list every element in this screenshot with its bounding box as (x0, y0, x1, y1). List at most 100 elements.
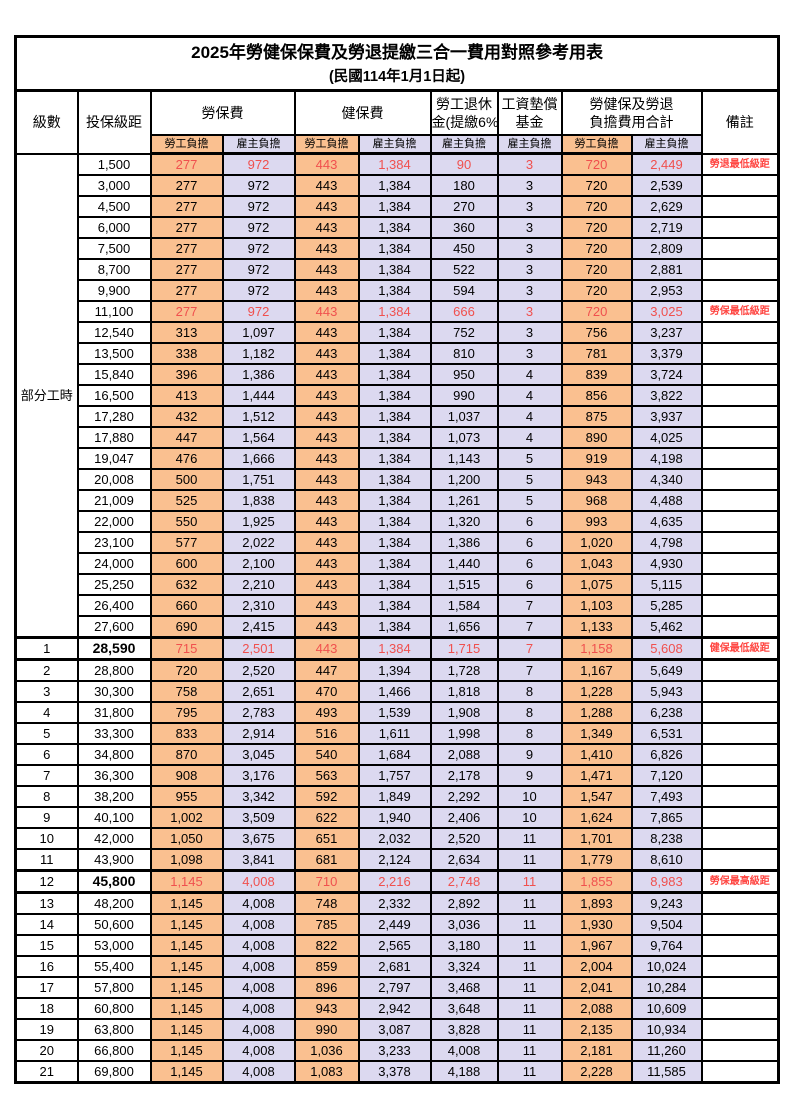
cell-wage-fund-employer: 6 (496, 552, 563, 575)
cell-labor-employee: 500 (149, 468, 224, 491)
cell-health-employer: 1,384 (357, 531, 432, 554)
cell-health-employer: 2,797 (357, 976, 432, 999)
cell-labor-employer: 4,008 (221, 891, 296, 915)
cell-total-employer: 2,539 (630, 174, 703, 197)
cell-health-employee: 592 (293, 785, 360, 808)
cell-labor-employer: 1,666 (221, 447, 296, 470)
cell-total-employee: 890 (560, 426, 633, 449)
cell-wage-fund-employer: 5 (496, 489, 563, 512)
cell-health-employee: 443 (293, 489, 360, 512)
cell-health-employer: 1,539 (357, 701, 432, 724)
cell-pension-employer: 270 (429, 195, 499, 218)
cell-bracket: 66,800 (76, 1039, 152, 1062)
cell-bracket: 38,200 (76, 785, 152, 808)
cell-remark (700, 363, 780, 386)
cell-health-employer: 2,681 (357, 955, 432, 978)
cell-labor-employee: 277 (149, 300, 224, 323)
cell-labor-employee: 632 (149, 573, 224, 596)
cell-total-employer: 11,260 (630, 1039, 703, 1062)
cell-pension-employer: 2,406 (429, 806, 499, 829)
cell-bracket: 8,700 (76, 258, 152, 281)
cell-labor-employee: 795 (149, 701, 224, 724)
cell-pension-employer: 2,178 (429, 764, 499, 787)
table-row: 18 60,800 1,145 4,008 943 2,942 3,648 11 2,088 10… (14, 997, 780, 1020)
cell-level: 18 (14, 997, 79, 1020)
table-row: 9,900 277 972 443 1,384 594 3 720 2,953 (16, 279, 780, 302)
cell-wage-fund-employer: 6 (496, 573, 563, 596)
cell-total-employer: 6,531 (630, 722, 703, 745)
cell-health-employee: 443 (293, 615, 360, 639)
cell-health-employer: 1,384 (357, 510, 432, 533)
page-title: 2025年勞健保保費及勞退提繳三合一費用對照參考用表 (191, 42, 603, 62)
table-row: 4,500 277 972 443 1,384 270 3 720 2,629 (16, 195, 780, 218)
cell-wage-fund-employer: 6 (496, 510, 563, 533)
cell-labor-employer: 3,176 (221, 764, 296, 787)
cell-health-employee: 443 (293, 195, 360, 218)
cell-wage-fund-employer: 11 (496, 891, 563, 915)
cell-labor-employer: 972 (221, 195, 296, 218)
table-row: 19 63,800 1,145 4,008 990 3,087 3,828 11 2,135 10… (14, 1018, 780, 1041)
cell-wage-fund-employer: 3 (496, 279, 563, 302)
cell-bracket: 6,000 (76, 216, 152, 239)
cell-total-employee: 968 (560, 489, 633, 512)
cell-health-employee: 748 (293, 891, 360, 915)
table-row: 8,700 277 972 443 1,384 522 3 720 2,881 (16, 258, 780, 281)
cell-total-employee: 1,410 (560, 743, 633, 766)
cell-bracket: 7,500 (76, 237, 152, 260)
cell-labor-employee: 577 (149, 531, 224, 554)
cell-wage-fund-employer: 10 (496, 785, 563, 808)
cell-bracket: 60,800 (76, 997, 152, 1020)
cell-remark (700, 701, 780, 724)
cell-wage-fund-employer: 7 (496, 636, 563, 661)
table-title-block: 2025年勞健保保費及勞退提繳三合一費用對照參考用表 (民國114年1月1日起) (14, 35, 780, 92)
cell-total-employee: 1,288 (560, 701, 633, 724)
cell-labor-employee: 1,145 (149, 1060, 224, 1084)
cell-health-employer: 3,378 (357, 1060, 432, 1084)
pension-line1: 勞工退休 (436, 96, 492, 112)
cell-remark (700, 764, 780, 787)
cell-total-employee: 2,181 (560, 1039, 633, 1062)
cell-pension-employer: 522 (429, 258, 499, 281)
cell-bracket: 30,300 (76, 680, 152, 703)
cell-total-employee: 839 (560, 363, 633, 386)
cell-total-employee: 856 (560, 384, 633, 407)
cell-remark (700, 615, 780, 639)
cell-health-employer: 1,384 (357, 321, 432, 344)
premium-table: 2025年勞健保保費及勞退提繳三合一費用對照參考用表 (民國114年1月1日起)… (14, 35, 781, 1084)
subheader-labor-employee: 勞工負擔 (149, 134, 224, 155)
cell-labor-employer: 972 (221, 152, 296, 176)
cell-health-employer: 2,124 (357, 848, 432, 872)
cell-level: 12 (14, 869, 79, 894)
cell-wage-fund-employer: 7 (496, 615, 563, 639)
cell-pension-employer: 990 (429, 384, 499, 407)
cell-total-employee: 1,701 (560, 827, 633, 850)
cell-total-employee: 1,043 (560, 552, 633, 575)
cell-bracket: 21,009 (76, 489, 152, 512)
cell-remark: 勞退最低級距 (700, 152, 780, 176)
cell-labor-employee: 715 (149, 636, 224, 661)
cell-pension-employer: 3,468 (429, 976, 499, 999)
cell-health-employer: 1,384 (357, 279, 432, 302)
table-row: 6 34,800 870 3,045 540 1,684 2,088 9 1,410 6,826 (14, 743, 780, 766)
total-line2: 負擔費用合計 (589, 114, 674, 130)
table-row: 17 57,800 1,145 4,008 896 2,797 3,468 11 2,041 10… (14, 976, 780, 999)
cell-health-employer: 1,384 (357, 258, 432, 281)
cell-total-employer: 10,284 (630, 976, 703, 999)
cell-labor-employee: 277 (149, 237, 224, 260)
cell-total-employee: 720 (560, 258, 633, 281)
pension-line2: 金(提繳6%) (431, 114, 498, 130)
cell-labor-employer: 2,914 (221, 722, 296, 745)
subheader-health-employee: 勞工負擔 (293, 134, 360, 155)
cell-health-employee: 443 (293, 279, 360, 302)
table-row: 21 69,800 1,145 4,008 1,083 3,378 4,188 11 2,228… (14, 1060, 780, 1084)
table-row: 17,880 447 1,564 443 1,384 1,073 4 890 4,025 (16, 426, 780, 449)
cell-remark (700, 174, 780, 197)
cell-health-employer: 1,384 (357, 615, 432, 639)
cell-remark (700, 806, 780, 829)
col-header-labor-insurance: 勞保費 (149, 89, 296, 136)
cell-health-employer: 1,384 (357, 405, 432, 428)
cell-total-employee: 720 (560, 279, 633, 302)
col-header-health-insurance: 健保費 (293, 89, 432, 136)
cell-labor-employer: 4,008 (221, 976, 296, 999)
col-header-remark: 備註 (700, 89, 780, 155)
